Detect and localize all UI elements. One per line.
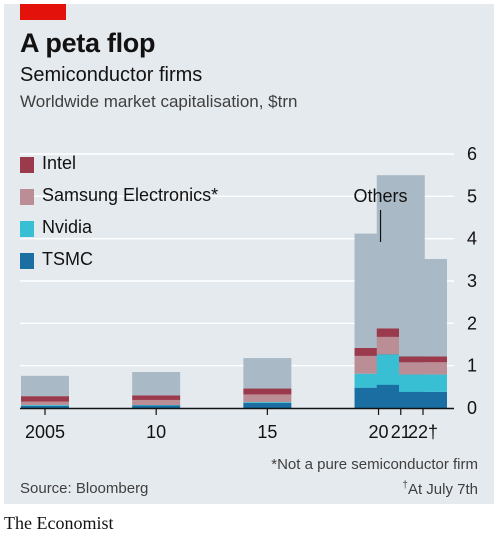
source-note: Source: Bloomberg [20, 480, 149, 497]
bar-segment [243, 388, 292, 395]
bar-segment [399, 356, 447, 363]
as-of-text: At July 7th [407, 481, 478, 498]
bar-segment [21, 396, 69, 402]
bar-segment [21, 405, 69, 406]
x-tick-label: 22† [408, 422, 438, 442]
x-tick-label: 15 [257, 422, 277, 442]
legend-label: Nvidia [42, 217, 93, 237]
y-tick-label: 0 [467, 398, 477, 418]
y-tick-label: 3 [467, 271, 477, 291]
legend-label: TSMC [42, 249, 93, 269]
bar-segment [243, 394, 292, 403]
chart-unit-label: Worldwide market capitalisation, $trn [20, 92, 298, 111]
chart-title: A peta flop [20, 28, 156, 58]
bar-segment [21, 375, 69, 397]
bar-segment [132, 405, 181, 408]
dagger-mark: † [402, 480, 408, 491]
bar-segment [132, 395, 181, 400]
others-annotation: Others [354, 186, 408, 206]
bar-segment [399, 258, 447, 357]
chart-subtitle: Semiconductor firms [20, 64, 203, 86]
bar-segment [21, 401, 69, 406]
y-tick-label: 6 [467, 144, 477, 164]
y-tick-label: 2 [467, 313, 477, 333]
brand-red-tag [20, 4, 66, 20]
legend-label: Samsung Electronics* [42, 185, 219, 205]
legend-swatch [20, 221, 34, 237]
x-tick-label: 20 [369, 422, 389, 442]
y-tick-label: 4 [467, 229, 477, 249]
footnote: *Not a pure semiconductor firm [271, 456, 478, 473]
legend-swatch [20, 157, 34, 173]
legend-swatch [20, 189, 34, 205]
bar-segment [243, 402, 292, 403]
bar-segment [243, 402, 292, 408]
as-of-note: †At July 7th [402, 480, 478, 498]
bar-segment [399, 362, 447, 375]
bar-segment [399, 374, 447, 392]
legend-swatch [20, 253, 34, 269]
publisher-name: The Economist [4, 513, 114, 533]
x-tick-label: 2005 [25, 422, 65, 442]
bar-segment [243, 358, 292, 389]
y-tick-label: 5 [467, 186, 477, 206]
legend-label: Intel [42, 153, 77, 173]
bar-segment [132, 399, 181, 406]
x-tick-label: 21 [391, 422, 411, 442]
bar-segment [399, 391, 447, 408]
y-tick-label: 1 [467, 356, 477, 376]
x-tick-label: 10 [146, 422, 166, 442]
bar-segment [21, 405, 69, 408]
bar-segment [132, 372, 181, 396]
